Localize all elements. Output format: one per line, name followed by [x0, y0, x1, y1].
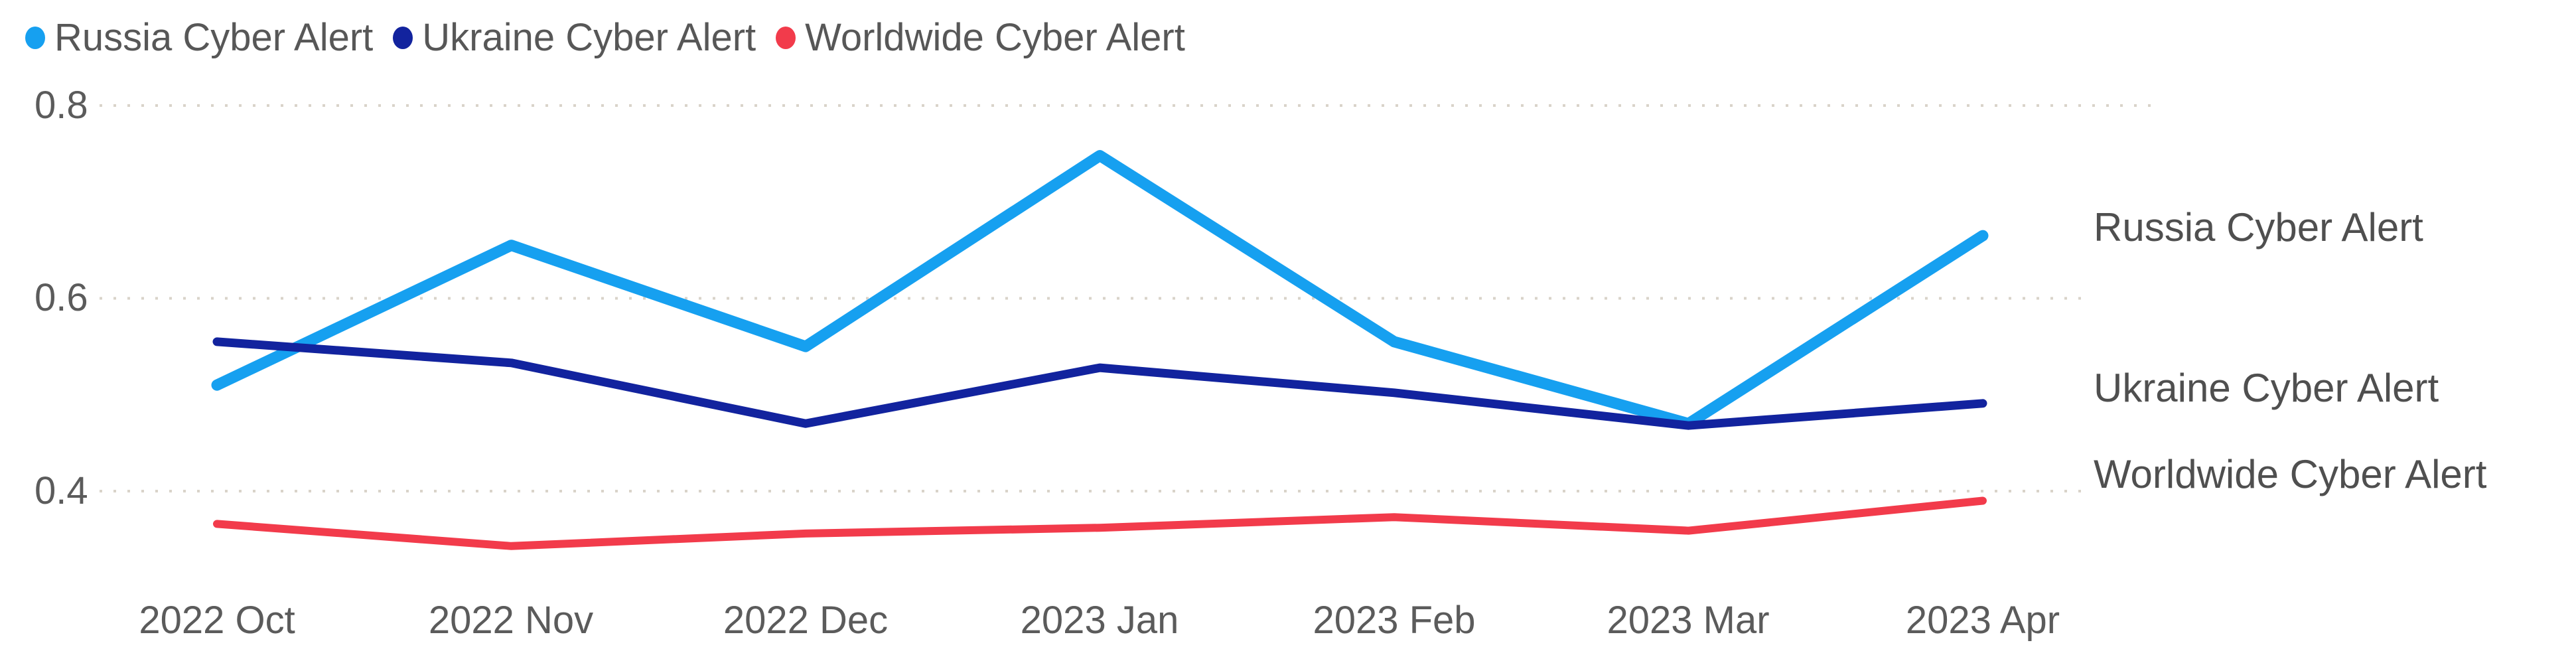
x-tick-2023-jan: 2023 Jan: [1020, 599, 1179, 642]
legend-dot-ukraine-icon: [393, 27, 413, 49]
legend: Russia Cyber Alert Ukraine Cyber Alert W…: [25, 15, 1185, 61]
legend-label-worldwide: Worldwide Cyber Alert: [805, 16, 1185, 59]
x-tick-2023-mar: 2023 Mar: [1607, 599, 1770, 642]
series-lines: [211, 150, 1989, 550]
series-line-ukraine-cyber-alert[interactable]: [212, 337, 1987, 430]
legend-dot-worldwide-icon: [776, 27, 796, 49]
y-tick-0.8: 0.8: [35, 84, 88, 127]
legend-label-ukraine: Ukraine Cyber Alert: [422, 16, 756, 59]
y-tick-0.4: 0.4: [35, 469, 88, 512]
x-tick-2022-nov: 2022 Nov: [428, 599, 594, 642]
legend-item-russia[interactable]: Russia Cyber Alert: [25, 15, 373, 61]
series-line-worldwide-cyber-alert[interactable]: [213, 496, 1987, 550]
legend-label-russia: Russia Cyber Alert: [54, 16, 374, 59]
series-end-label-russia: Russia Cyber Alert: [2094, 205, 2423, 250]
x-tick-2023-feb: 2023 Feb: [1313, 599, 1476, 642]
x-tick-2022-dec: 2022 Dec: [723, 599, 889, 642]
x-tick-2022-oct: 2022 Oct: [139, 599, 295, 642]
legend-dot-russia-icon: [25, 27, 45, 49]
series-line-russia-cyber-alert[interactable]: [211, 150, 1989, 429]
y-tick-0.6: 0.6: [35, 276, 88, 319]
legend-item-ukraine[interactable]: Ukraine Cyber Alert: [393, 15, 756, 61]
legend-item-worldwide[interactable]: Worldwide Cyber Alert: [776, 15, 1185, 61]
series-end-label-worldwide: Worldwide Cyber Alert: [2094, 452, 2487, 496]
series-end-label-ukraine: Ukraine Cyber Alert: [2094, 366, 2439, 410]
x-tick-2023-apr: 2023 Apr: [1905, 599, 2060, 642]
